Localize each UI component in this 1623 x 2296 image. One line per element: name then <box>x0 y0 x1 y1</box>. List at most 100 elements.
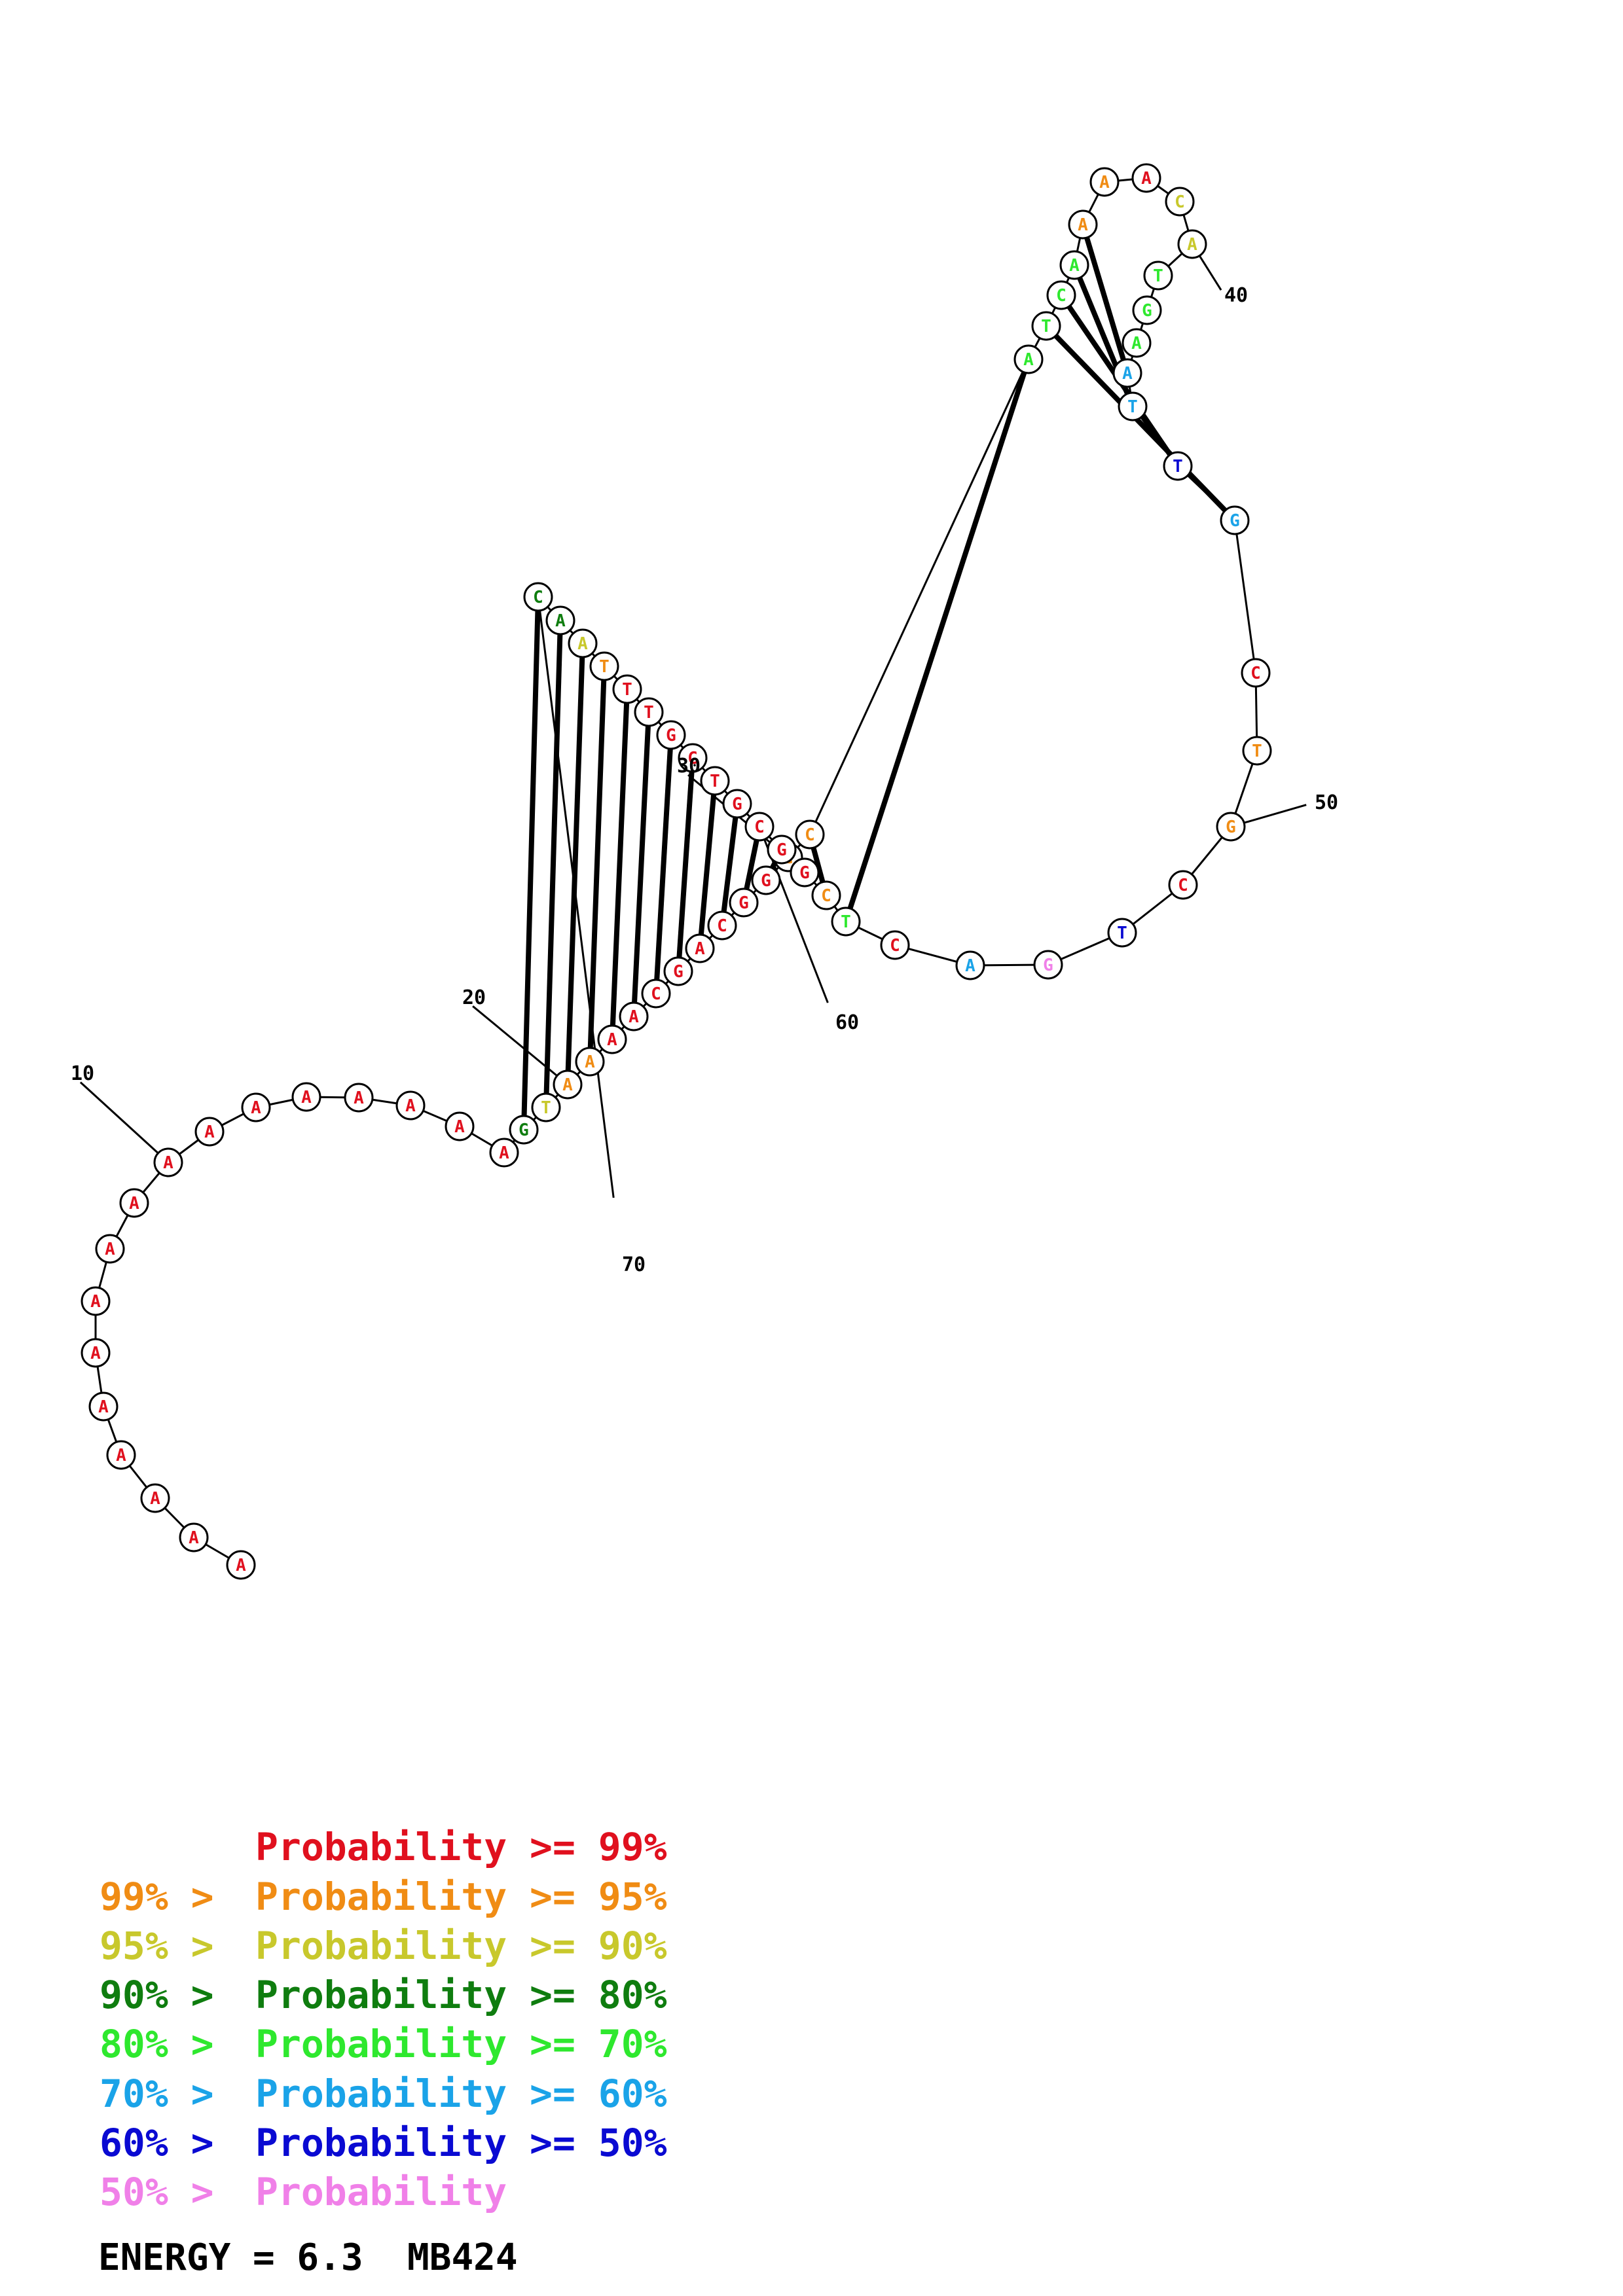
nucleotide-circle <box>575 1047 605 1077</box>
nucleotide-letter: A <box>354 1088 364 1108</box>
nucleotide-letter: A <box>607 1030 617 1050</box>
nucleotide-letter: A <box>695 939 705 959</box>
nucleotide: A <box>955 950 985 980</box>
nucleotide-letter: A <box>965 956 976 976</box>
nucleotide-letter: G <box>1226 817 1236 837</box>
nucleotide-letter: A <box>150 1489 160 1509</box>
nucleotide-letter: C <box>1250 664 1261 683</box>
nucleotide-circle <box>1046 280 1076 310</box>
nucleotide: C <box>1168 870 1198 900</box>
base-pair-bond <box>587 666 607 1062</box>
nucleotide: A <box>179 1522 209 1552</box>
nucleotide-letter: A <box>1099 173 1110 192</box>
nucleotide-circle <box>119 1188 149 1218</box>
nucleotide-letter: T <box>1127 397 1138 417</box>
nucleotide: C <box>1241 658 1271 688</box>
nucleotide: T <box>589 651 619 681</box>
base-pair-bond <box>1044 324 1237 522</box>
nucleotide-circle <box>656 720 686 750</box>
nucleotide-circle <box>344 1083 374 1113</box>
nucleotide-circle <box>568 628 598 658</box>
nucleotide-letter: G <box>761 871 771 891</box>
nucleotide-letter: C <box>533 588 543 607</box>
nucleotide-circle <box>751 865 781 895</box>
nucleotide-letter: A <box>116 1446 126 1465</box>
nucleotide-letter: A <box>251 1098 261 1118</box>
nucleotide: T <box>1143 260 1173 291</box>
nucleotide-circle <box>729 888 759 918</box>
backbone-segment <box>809 359 1030 835</box>
nucleotide: A <box>106 1440 136 1470</box>
nucleotide-circle <box>880 930 910 960</box>
nucleotide: A <box>344 1083 374 1113</box>
nucleotide-circle <box>589 651 619 681</box>
nucleotide-circle <box>1216 812 1246 842</box>
nucleotide-circle <box>1089 167 1120 197</box>
nucleotide-letter: G <box>519 1121 529 1140</box>
nucleotide-circle <box>1031 311 1061 341</box>
nucleotide: G <box>656 720 686 750</box>
nucleotide-circle <box>955 950 985 980</box>
nucleotide: T <box>634 697 664 727</box>
nucleotide-letter: G <box>739 893 749 913</box>
nucleotide: C <box>744 812 775 842</box>
nucleotide-letter: T <box>644 703 654 723</box>
nucleotide-circle <box>291 1082 321 1112</box>
nucleotide: C <box>523 582 553 612</box>
nucleotide-circle <box>226 1550 256 1580</box>
legend-line-1: Probability >= 99% <box>255 1825 667 1869</box>
nucleotide: A <box>545 605 575 636</box>
nucleotide-letter: T <box>710 772 720 791</box>
energy-label: ENERGY = 6.3 MB424 <box>98 2236 518 2279</box>
legend-prefix: 90% > <box>100 1973 237 2017</box>
nucleotide-letter: T <box>599 657 610 677</box>
nucleotide-circle <box>140 1483 170 1513</box>
nucleotide: T <box>531 1092 561 1122</box>
base-pair-bond <box>543 620 563 1108</box>
nucleotides: AAAAAAAAAAAAAAAAAGTAAAACGACGGCCATCAAAACA… <box>81 163 1272 1580</box>
nucleotide-circle <box>619 1001 649 1031</box>
legend-text: Probability <box>255 2170 507 2214</box>
nucleotide-letter: A <box>1069 256 1080 276</box>
nucleotide-letter: A <box>98 1397 109 1417</box>
nucleotide-letter: T <box>622 680 632 700</box>
nucleotide: A <box>568 628 598 658</box>
nucleotide: G <box>663 956 693 986</box>
legend-text: Probability >= 99% <box>255 1825 667 1869</box>
nucleotide-letter: A <box>1023 350 1034 370</box>
nucleotide-letter: T <box>1252 742 1262 761</box>
nucleotide-letter: A <box>1122 364 1133 384</box>
nucleotide-circle <box>685 933 715 963</box>
nucleotide: C <box>880 930 910 960</box>
nucleotide-letter: G <box>799 863 810 883</box>
nucleotide-circle <box>707 910 737 941</box>
index-label: 30 <box>677 755 701 778</box>
nucleotide-circle <box>795 819 825 850</box>
nucleotide: A <box>1131 163 1161 193</box>
nucleotide-letter: T <box>1041 317 1051 336</box>
nucleotide: C <box>795 819 825 850</box>
nucleotide-letter: T <box>1173 457 1183 476</box>
nucleotide: A <box>291 1082 321 1112</box>
nucleotide-circle <box>81 1338 111 1368</box>
nucleotide: C <box>1046 280 1076 310</box>
nucleotide-letter: A <box>189 1528 199 1548</box>
nucleotide: G <box>1220 505 1250 535</box>
legend-text: Probability >= 95% <box>255 1874 667 1919</box>
nucleotide-circle <box>1242 736 1272 766</box>
nucleotide: G <box>767 834 797 865</box>
nucleotide-circle <box>241 1092 271 1122</box>
nucleotide-circle <box>553 1069 583 1100</box>
legend-line-7: 60% > Probability >= 50% <box>100 2121 667 2165</box>
nucleotide: A <box>619 1001 649 1031</box>
nucleotide: G <box>722 789 752 819</box>
nucleotide-circle <box>489 1138 519 1168</box>
base-pair-bond <box>843 358 1031 923</box>
nucleotide: T <box>612 674 642 704</box>
nucleotide: A <box>1177 229 1207 259</box>
legend-line-3: 95% > Probability >= 90% <box>100 1924 667 1968</box>
nucleotide: A <box>395 1090 426 1121</box>
nucleotide-circle <box>1033 950 1063 980</box>
legend-line-2: 99% > Probability >= 95% <box>100 1874 667 1919</box>
